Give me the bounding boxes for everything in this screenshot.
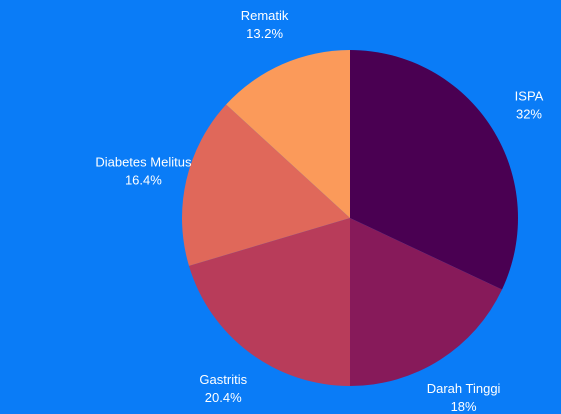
slice-value-darah-tinggi: 18% (451, 399, 477, 414)
slice-label-ispa: ISPA (515, 88, 544, 103)
slice-label-gastritis: Gastritis (199, 372, 247, 387)
slice-label-rematik: Rematik (241, 8, 289, 23)
slice-label-diabetes-melitus: Diabetes Melitus (95, 154, 192, 169)
slice-value-rematik: 13.2% (246, 26, 283, 41)
slice-value-gastritis: 20.4% (205, 390, 242, 405)
slice-label-darah-tinggi: Darah Tinggi (427, 381, 501, 396)
slice-value-ispa: 32% (516, 106, 542, 121)
slice-value-diabetes-melitus: 16.4% (125, 172, 162, 187)
